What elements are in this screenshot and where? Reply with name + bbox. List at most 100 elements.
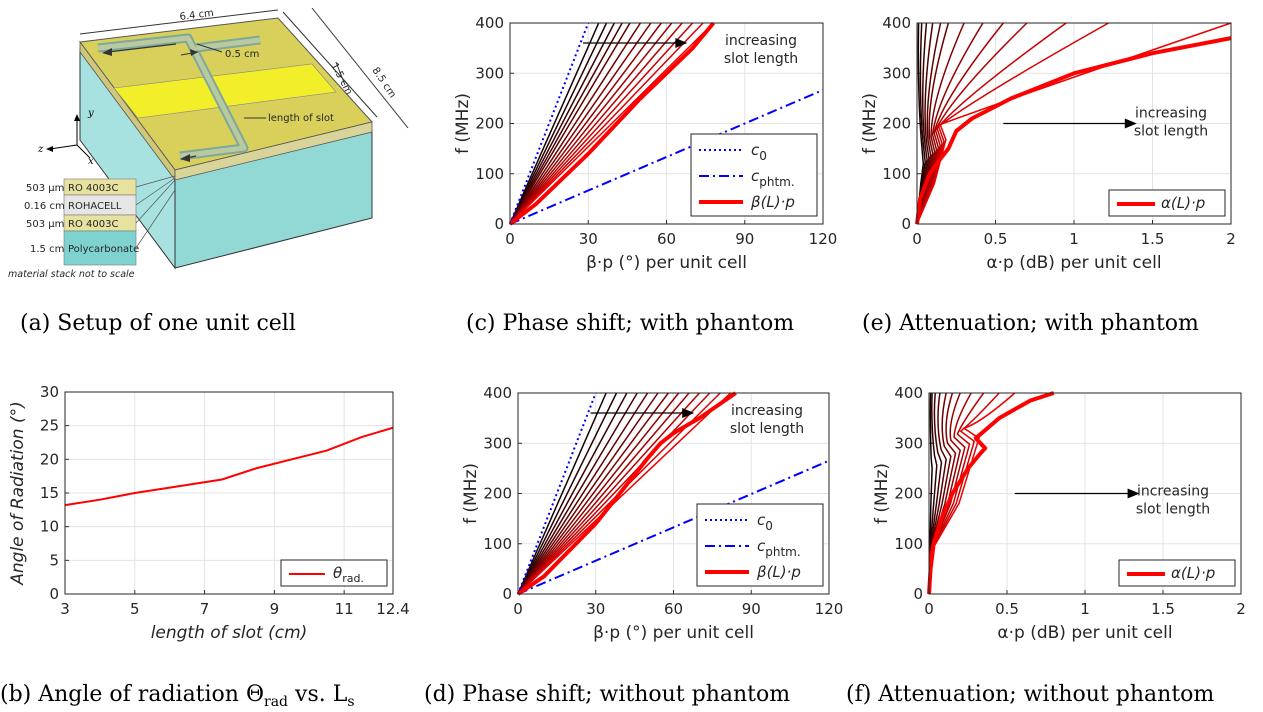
reference-line-cphtm bbox=[509, 89, 824, 225]
stack-material-2: ROHACELL bbox=[68, 201, 122, 212]
axis-y-label: y bbox=[87, 108, 94, 119]
family-curve bbox=[928, 392, 952, 595]
annotation-arrow-head bbox=[682, 408, 695, 418]
x-tick-label: 60 bbox=[664, 600, 683, 618]
y-axis-label: f (MHz) bbox=[453, 93, 473, 154]
legend-label-1: cphtm. bbox=[751, 167, 795, 189]
family-curve bbox=[928, 392, 972, 595]
series-alpha-main bbox=[927, 391, 1055, 595]
chart-panel-b: 3 5 7 9 11 12.4 0 5 10 15 20 25 30 length of slot (cm… bbox=[8, 383, 410, 643]
family-curve bbox=[916, 22, 942, 225]
y-tick-label: 15 bbox=[40, 484, 59, 502]
y-tick-label: 0 bbox=[502, 585, 512, 603]
y-tick-label: 200 bbox=[882, 115, 911, 133]
plot-frame bbox=[509, 22, 824, 225]
family-curve bbox=[517, 392, 649, 595]
family-curve bbox=[509, 22, 600, 225]
family-curve bbox=[517, 392, 638, 595]
family-curve bbox=[517, 392, 732, 595]
family-curve bbox=[517, 392, 680, 595]
family-curve bbox=[509, 22, 623, 225]
y-tick-label: 100 bbox=[475, 165, 504, 183]
legend-label-theta: θrad. bbox=[333, 564, 364, 585]
family-curve bbox=[509, 22, 683, 225]
family-curve bbox=[928, 392, 947, 595]
chart-panel-c: 0 30 60 90 120 0 100 200 300 400 β·p (°) per unit … bbox=[453, 14, 837, 273]
reference-line-c0 bbox=[509, 22, 590, 225]
x-tick-label: 30 bbox=[586, 600, 605, 618]
y-tick-label: 300 bbox=[475, 64, 504, 82]
family-curve bbox=[928, 392, 933, 595]
family-curve bbox=[916, 22, 965, 225]
plot-frame bbox=[928, 392, 1242, 595]
x-tick-label: 3 bbox=[60, 600, 70, 618]
stack-material-3: RO 4003C bbox=[68, 219, 118, 230]
y-tick-label: 400 bbox=[882, 14, 911, 32]
legend-symbol: c bbox=[757, 537, 766, 555]
x-tick-label: 1 bbox=[1080, 600, 1090, 618]
caption-a: (a) Setup of one unit cell bbox=[20, 311, 296, 336]
family-curve bbox=[916, 22, 950, 225]
family-curve bbox=[517, 392, 690, 595]
x-tick-label: 2 bbox=[1226, 230, 1236, 248]
x-tick-label: 1 bbox=[1069, 230, 1079, 248]
y-tick-label: 100 bbox=[882, 165, 911, 183]
family-curve bbox=[517, 392, 607, 595]
annotation-line-1: increasing bbox=[731, 403, 803, 419]
legend-subscript: 0 bbox=[765, 519, 773, 533]
legend-label-alpha: α(L)·p bbox=[1171, 564, 1215, 582]
caption-b-part-1: (b) Angle of radiation Θ bbox=[0, 682, 264, 707]
family-curve bbox=[916, 22, 925, 225]
legend-label-0: c0 bbox=[751, 141, 767, 163]
panel-a-setup: 6.4 cm 8.5 cm 0.5 cm 1.5 cm length of sl… bbox=[8, 7, 409, 336]
annotation-line-2: slot length bbox=[1136, 502, 1210, 518]
legend-subscript: rad. bbox=[342, 572, 364, 585]
annotation-line-2: slot length bbox=[724, 51, 798, 67]
y-tick-label: 5 bbox=[49, 551, 59, 569]
x-tick-label: 0.5 bbox=[984, 230, 1008, 248]
board-edge-front bbox=[174, 121, 373, 181]
legend-symbol: c bbox=[751, 141, 760, 159]
series-beta-main bbox=[508, 21, 716, 226]
stack-material-1: RO 4003C bbox=[68, 183, 118, 194]
legend-subscript: 0 bbox=[759, 149, 767, 163]
family-curve bbox=[517, 392, 659, 595]
x-tick-label: 5 bbox=[130, 600, 140, 618]
family-curve bbox=[509, 22, 615, 225]
chart-panel-f: 0 0.5 1 1.5 2 0 100 200 300 400 α·p (dB) per unit … bbox=[872, 384, 1246, 643]
family-curve bbox=[916, 22, 984, 225]
y-axis-label: f (MHz) bbox=[860, 93, 880, 154]
family-curve bbox=[928, 392, 957, 595]
y-tick-label: 300 bbox=[894, 434, 923, 452]
annotation-arrow-head bbox=[1124, 118, 1137, 129]
plot-frame bbox=[517, 392, 830, 595]
y-tick-label: 400 bbox=[894, 384, 923, 402]
family-curve bbox=[517, 392, 711, 595]
caption-b-part-4: s bbox=[347, 694, 354, 710]
family-curve bbox=[509, 22, 662, 225]
legend-box bbox=[1118, 559, 1236, 587]
y-tick-label: 25 bbox=[40, 417, 59, 435]
x-tick-label: 1.5 bbox=[1141, 230, 1165, 248]
family-curve bbox=[928, 392, 943, 595]
y-axis-label: f (MHz) bbox=[461, 463, 481, 524]
family-curve bbox=[517, 392, 618, 595]
caption-d: (d) Phase shift; without phantom bbox=[424, 682, 790, 707]
x-tick-label: 0 bbox=[513, 600, 523, 618]
family-curve bbox=[509, 22, 673, 225]
slot-length-label: length of slot bbox=[268, 113, 334, 124]
chart-panel-d: 0 30 60 90 120 0 100 200 300 400 β·p (°) per unit … bbox=[461, 384, 843, 643]
family-curve bbox=[928, 392, 1016, 595]
family-curve bbox=[916, 22, 1028, 225]
x-tick-label: 12.4 bbox=[376, 600, 409, 618]
legend-label-1: cphtm. bbox=[757, 537, 801, 559]
family-curve bbox=[916, 22, 1004, 225]
family-curve bbox=[517, 392, 700, 595]
legend-symbol: θ bbox=[333, 564, 342, 582]
caption-f: (f) Attenuation; without phantom bbox=[846, 682, 1214, 707]
x-tick-label: 2 bbox=[1236, 600, 1246, 618]
family-curve bbox=[928, 392, 1000, 595]
y-tick-label: 300 bbox=[882, 64, 911, 82]
dim-width: 6.4 cm bbox=[179, 8, 214, 23]
